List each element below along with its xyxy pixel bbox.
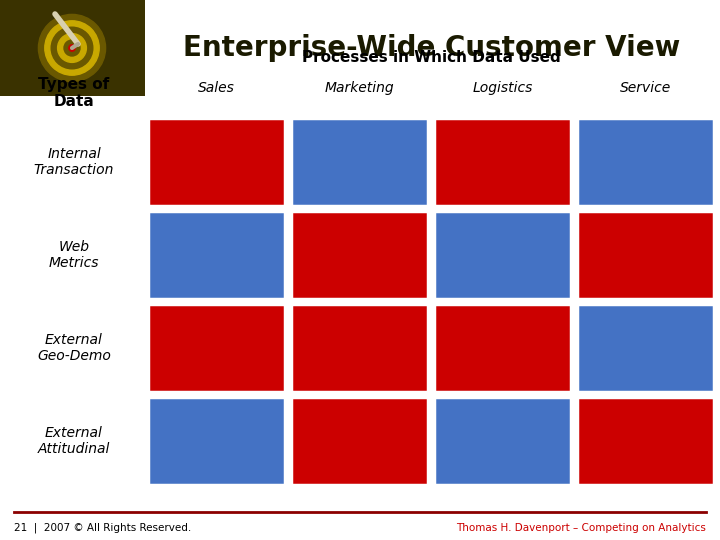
Bar	[577, 211, 714, 299]
Bar	[148, 397, 285, 485]
Text: External
Geo-Demo: External Geo-Demo	[37, 333, 111, 363]
Bar	[148, 118, 285, 206]
Bar	[0, 0, 145, 96]
Text: Logistics: Logistics	[472, 81, 533, 95]
Circle shape	[38, 15, 106, 82]
Bar	[434, 304, 571, 392]
Bar	[434, 211, 571, 299]
Bar	[291, 304, 428, 392]
Text: Web
Metrics: Web Metrics	[49, 240, 99, 270]
Text: Service: Service	[620, 81, 671, 95]
Bar	[291, 397, 428, 485]
Bar	[434, 397, 571, 485]
Text: 21  |  2007 © All Rights Reserved.: 21 | 2007 © All Rights Reserved.	[14, 523, 192, 534]
Bar	[148, 211, 285, 299]
Circle shape	[45, 21, 99, 75]
Bar	[577, 397, 714, 485]
Text: Enterprise-Wide Customer View: Enterprise-Wide Customer View	[184, 34, 680, 62]
Circle shape	[58, 33, 86, 63]
Text: Types of
Data: Types of Data	[38, 77, 109, 109]
Text: Processes in Which Data Used: Processes in Which Data Used	[302, 51, 560, 65]
Text: Sales: Sales	[198, 81, 235, 95]
Text: Marketing: Marketing	[325, 81, 395, 95]
Bar	[291, 118, 428, 206]
Circle shape	[69, 45, 75, 51]
Bar	[434, 118, 571, 206]
Circle shape	[51, 27, 93, 69]
Text: Internal
Transaction: Internal Transaction	[34, 147, 114, 177]
Bar	[577, 304, 714, 392]
Circle shape	[64, 40, 80, 56]
Text: Thomas H. Davenport – Competing on Analytics: Thomas H. Davenport – Competing on Analy…	[456, 523, 706, 533]
Bar	[291, 211, 428, 299]
Bar	[577, 118, 714, 206]
Text: External
Attitudinal: External Attitudinal	[38, 426, 110, 456]
Bar	[148, 304, 285, 392]
